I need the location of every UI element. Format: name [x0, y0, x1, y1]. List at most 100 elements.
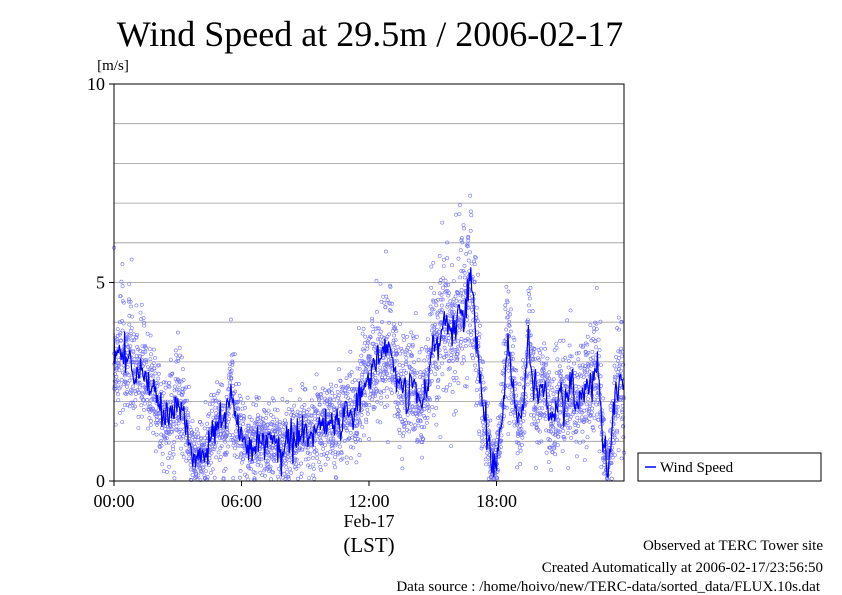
- wind-speed-point: [375, 379, 380, 384]
- wind-speed-point: [527, 292, 532, 297]
- wind-speed-point: [449, 353, 454, 357]
- wind-speed-point: [129, 257, 134, 262]
- wind-speed-point: [552, 348, 557, 353]
- wind-speed-point: [131, 349, 136, 354]
- wind-speed-point: [549, 406, 554, 411]
- wind-speed-point: [458, 248, 463, 253]
- wind-speed-point: [223, 450, 228, 455]
- wind-speed-point: [151, 347, 156, 352]
- wind-speed-point: [312, 385, 317, 390]
- wind-speed-point: [403, 418, 407, 422]
- wind-speed-point: [203, 400, 208, 405]
- wind-speed-point: [621, 415, 625, 420]
- wind-speed-point: [221, 476, 226, 481]
- wind-speed-point: [176, 358, 181, 363]
- wind-speed-point: [203, 469, 208, 474]
- wind-speed-point: [619, 377, 624, 382]
- wind-speed-point: [588, 323, 593, 328]
- wind-speed-point: [328, 436, 333, 441]
- wind-speed-point: [613, 375, 618, 380]
- wind-speed-point: [613, 377, 618, 382]
- wind-speed-point: [337, 440, 342, 445]
- x-tick-label: 06:00: [221, 491, 262, 511]
- wind-speed-point: [521, 391, 526, 396]
- wind-speed-point: [522, 430, 527, 435]
- wind-speed-point: [384, 386, 389, 391]
- wind-speed-point: [541, 361, 546, 366]
- wind-speed-point: [540, 371, 545, 376]
- wind-speed-point: [333, 465, 337, 470]
- wind-speed-point: [319, 468, 323, 472]
- wind-speed-point: [123, 403, 127, 408]
- wind-speed-point: [565, 318, 570, 323]
- wind-speed-point: [263, 473, 267, 478]
- wind-speed-point: [439, 303, 444, 308]
- wind-speed-point: [163, 385, 168, 390]
- wind-speed-point: [307, 476, 312, 481]
- wind-speed-point: [485, 451, 490, 456]
- wind-speed-point: [376, 337, 381, 342]
- wind-speed-point: [210, 447, 215, 452]
- wind-speed-point: [532, 357, 537, 362]
- wind-speed-point: [394, 328, 399, 333]
- wind-speed-point: [212, 475, 217, 480]
- wind-speed-point: [288, 467, 293, 472]
- wind-speed-point: [220, 403, 225, 408]
- wind-speed-point: [379, 377, 384, 382]
- wind-speed-point: [484, 462, 489, 467]
- wind-speed-point: [234, 434, 239, 439]
- wind-speed-point: [223, 466, 228, 471]
- wind-speed-point: [526, 288, 531, 293]
- wind-speed-point: [587, 369, 592, 374]
- wind-speed-point: [373, 393, 378, 398]
- wind-speed-point: [543, 416, 548, 421]
- wind-speed-point: [275, 426, 280, 430]
- wind-speed-point: [126, 333, 131, 338]
- wind-speed-point: [555, 443, 560, 448]
- wind-speed-point: [348, 445, 353, 449]
- wind-speed-point: [115, 339, 120, 344]
- wind-speed-point: [530, 422, 535, 427]
- wind-speed-point: [348, 373, 352, 378]
- wind-speed-point: [263, 458, 268, 463]
- wind-speed-point: [571, 430, 576, 435]
- wind-speed-point: [416, 408, 421, 413]
- wind-speed-point: [387, 320, 391, 325]
- wind-speed-point: [491, 438, 496, 443]
- wind-speed-point: [194, 427, 199, 432]
- wind-speed-point: [349, 370, 354, 375]
- wind-speed-point: [511, 344, 515, 349]
- wind-speed-point: [517, 403, 521, 408]
- wind-speed-point: [116, 392, 121, 397]
- wind-speed-point: [226, 444, 231, 449]
- wind-speed-point: [425, 415, 430, 420]
- wind-speed-point: [500, 424, 505, 428]
- wind-speed-point: [286, 476, 291, 481]
- wind-speed-point: [364, 417, 368, 422]
- wind-speed-point: [615, 405, 620, 409]
- wind-speed-point: [449, 346, 454, 351]
- wind-speed-point: [228, 372, 233, 376]
- scatter-points: [112, 193, 626, 483]
- wind-speed-point: [507, 396, 511, 401]
- wind-speed-point: [418, 375, 422, 379]
- wind-speed-point: [319, 452, 324, 457]
- wind-speed-point: [190, 419, 195, 424]
- wind-speed-point: [360, 372, 365, 377]
- wind-speed-point: [212, 447, 217, 452]
- wind-speed-point: [455, 356, 460, 361]
- wind-speed-point: [201, 445, 206, 450]
- wind-speed-point: [508, 329, 513, 334]
- wind-speed-point: [544, 450, 549, 455]
- wind-speed-point: [345, 391, 350, 396]
- wind-speed-point: [465, 244, 470, 249]
- wind-speed-point: [148, 333, 153, 338]
- wind-speed-point: [327, 396, 332, 401]
- wind-speed-point: [542, 371, 547, 376]
- wind-speed-point: [116, 361, 121, 366]
- wind-speed-point: [569, 435, 574, 440]
- wind-speed-point: [149, 352, 154, 357]
- wind-speed-line-group: [113, 267, 625, 478]
- wind-speed-point: [209, 408, 214, 413]
- wind-speed-point: [118, 384, 123, 389]
